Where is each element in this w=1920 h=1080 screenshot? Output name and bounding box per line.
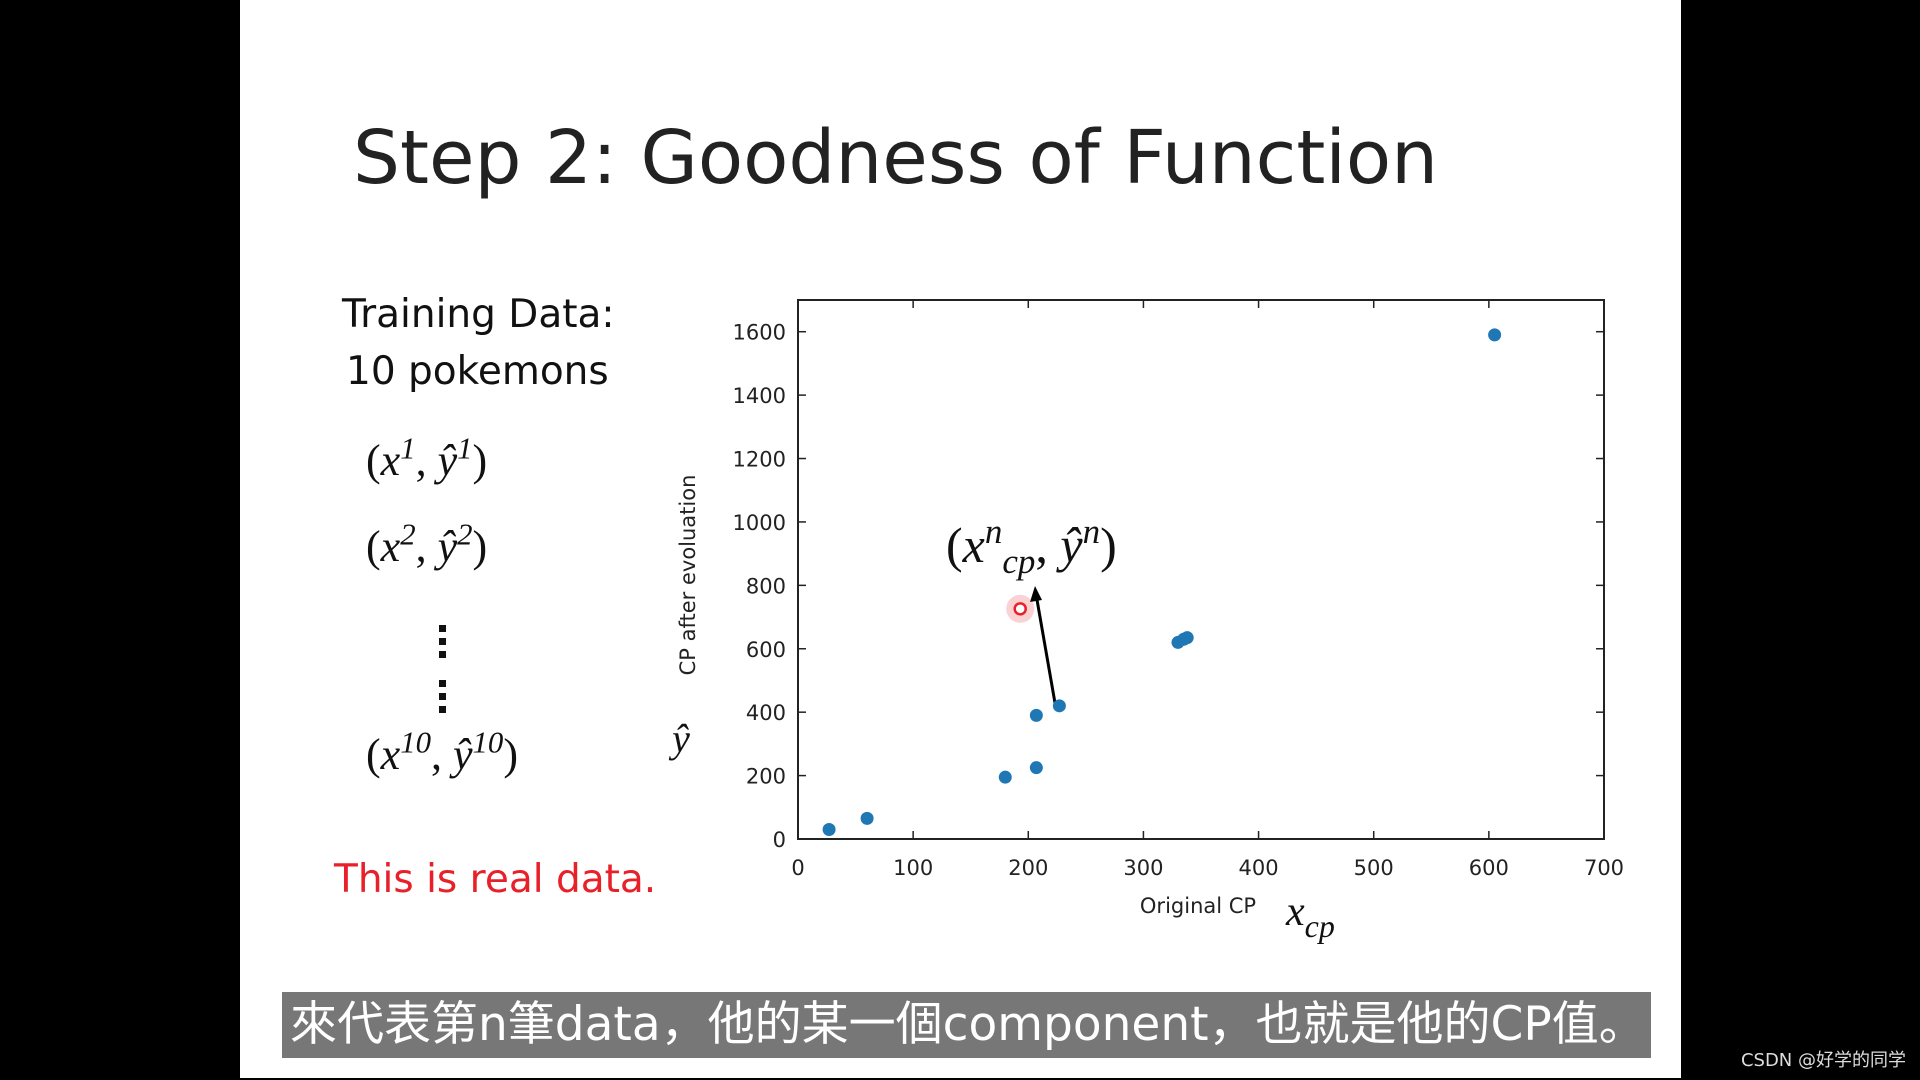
point <box>1180 631 1194 645</box>
math-sup1: 10 <box>400 725 431 759</box>
math-sup2: 10 <box>473 725 504 759</box>
math-sep: , <box>1035 517 1060 573</box>
math-sup2: 2 <box>457 517 472 551</box>
training-pair: (x1, ŷ1) <box>366 431 487 485</box>
note: This is real data. <box>333 857 656 902</box>
y-tick-label: 1200 <box>733 448 786 472</box>
x-tick-label: 600 <box>1469 856 1509 880</box>
training-heading: 10 pokemons <box>346 349 609 394</box>
math-sup1: 1 <box>400 431 415 465</box>
plot-frame <box>797 299 1605 840</box>
point <box>860 811 874 825</box>
math-sep: , <box>416 436 438 485</box>
math-open: ( <box>366 730 381 779</box>
y-tick-label: 600 <box>746 638 786 662</box>
y-symbol: ŷ <box>668 716 690 761</box>
subtitle-bar <box>282 992 1651 1058</box>
math-open: ( <box>366 436 381 485</box>
x-tick-label: 200 <box>1008 856 1048 880</box>
math-open: ( <box>946 517 963 573</box>
y-tick-label: 1400 <box>733 384 786 408</box>
subtitle: 來代表第n筆data，他的某一個component，也就是他的CP值。 <box>290 997 1646 1052</box>
highlight-label: (xncp, ŷn) <box>946 512 1117 581</box>
math-sep: , <box>431 730 453 779</box>
x-tick-label: 400 <box>1239 856 1279 880</box>
math-close: ) <box>503 730 518 779</box>
math-base1: x <box>380 730 401 779</box>
x-tick-label: 0 <box>791 856 804 880</box>
x-symbol-base: x <box>1285 889 1305 935</box>
y-tick-label: 1600 <box>733 321 786 345</box>
math-sup1: 2 <box>400 517 415 551</box>
slide-title: Step 2: Goodness of Function <box>353 115 1438 201</box>
math-base1: x <box>380 436 401 485</box>
math-open: ( <box>366 522 381 571</box>
point <box>1488 328 1502 342</box>
y-tick-label: 1000 <box>733 511 786 535</box>
slide <box>240 0 1681 1078</box>
math-close: ) <box>1100 517 1117 573</box>
arrow-head <box>1030 586 1042 602</box>
math-close: ) <box>473 522 488 571</box>
point <box>822 822 836 836</box>
point <box>998 770 1012 784</box>
arrow <box>1034 593 1057 704</box>
math-base2: ŷ <box>1055 517 1083 573</box>
x-tick-label: 300 <box>1123 856 1163 880</box>
y-tick-label: 200 <box>746 765 786 789</box>
math-base2: ŷ <box>434 522 458 571</box>
math-sup1: n <box>985 512 1003 551</box>
x-tick-label: 100 <box>893 856 933 880</box>
y-tick-label: 800 <box>746 574 786 598</box>
point <box>1029 708 1043 722</box>
x-tick-label: 700 <box>1584 856 1624 880</box>
x-axis-label: Original CP <box>1140 894 1256 918</box>
watermark: CSDN @好学的同学 <box>1741 1050 1906 1071</box>
point <box>1029 761 1043 775</box>
math-base1: x <box>962 517 985 573</box>
math-sep: , <box>416 522 438 571</box>
math-sub1: cp <box>1002 542 1035 581</box>
x-tick-label: 500 <box>1354 856 1394 880</box>
training-pair: (x10, ŷ10) <box>366 725 518 779</box>
math-sup2: n <box>1083 512 1101 551</box>
training-pair: (x2, ŷ2) <box>366 517 487 571</box>
y-tick-label: 0 <box>773 828 786 852</box>
highlight-point <box>1013 602 1027 616</box>
math-base2: ŷ <box>449 730 473 779</box>
vertical-dots <box>439 625 446 713</box>
math-close: ) <box>473 436 488 485</box>
y-axis-label: CP after evoluation <box>676 475 700 676</box>
math-sup2: 1 <box>457 431 472 465</box>
training-heading: Training Data: <box>341 292 615 337</box>
point <box>1052 699 1066 713</box>
math-base2: ŷ <box>434 436 458 485</box>
x-symbol-sub: cp <box>1305 908 1335 944</box>
y-tick-label: 400 <box>746 701 786 725</box>
math-base1: x <box>380 522 401 571</box>
x-symbol: xcp <box>1285 889 1335 944</box>
